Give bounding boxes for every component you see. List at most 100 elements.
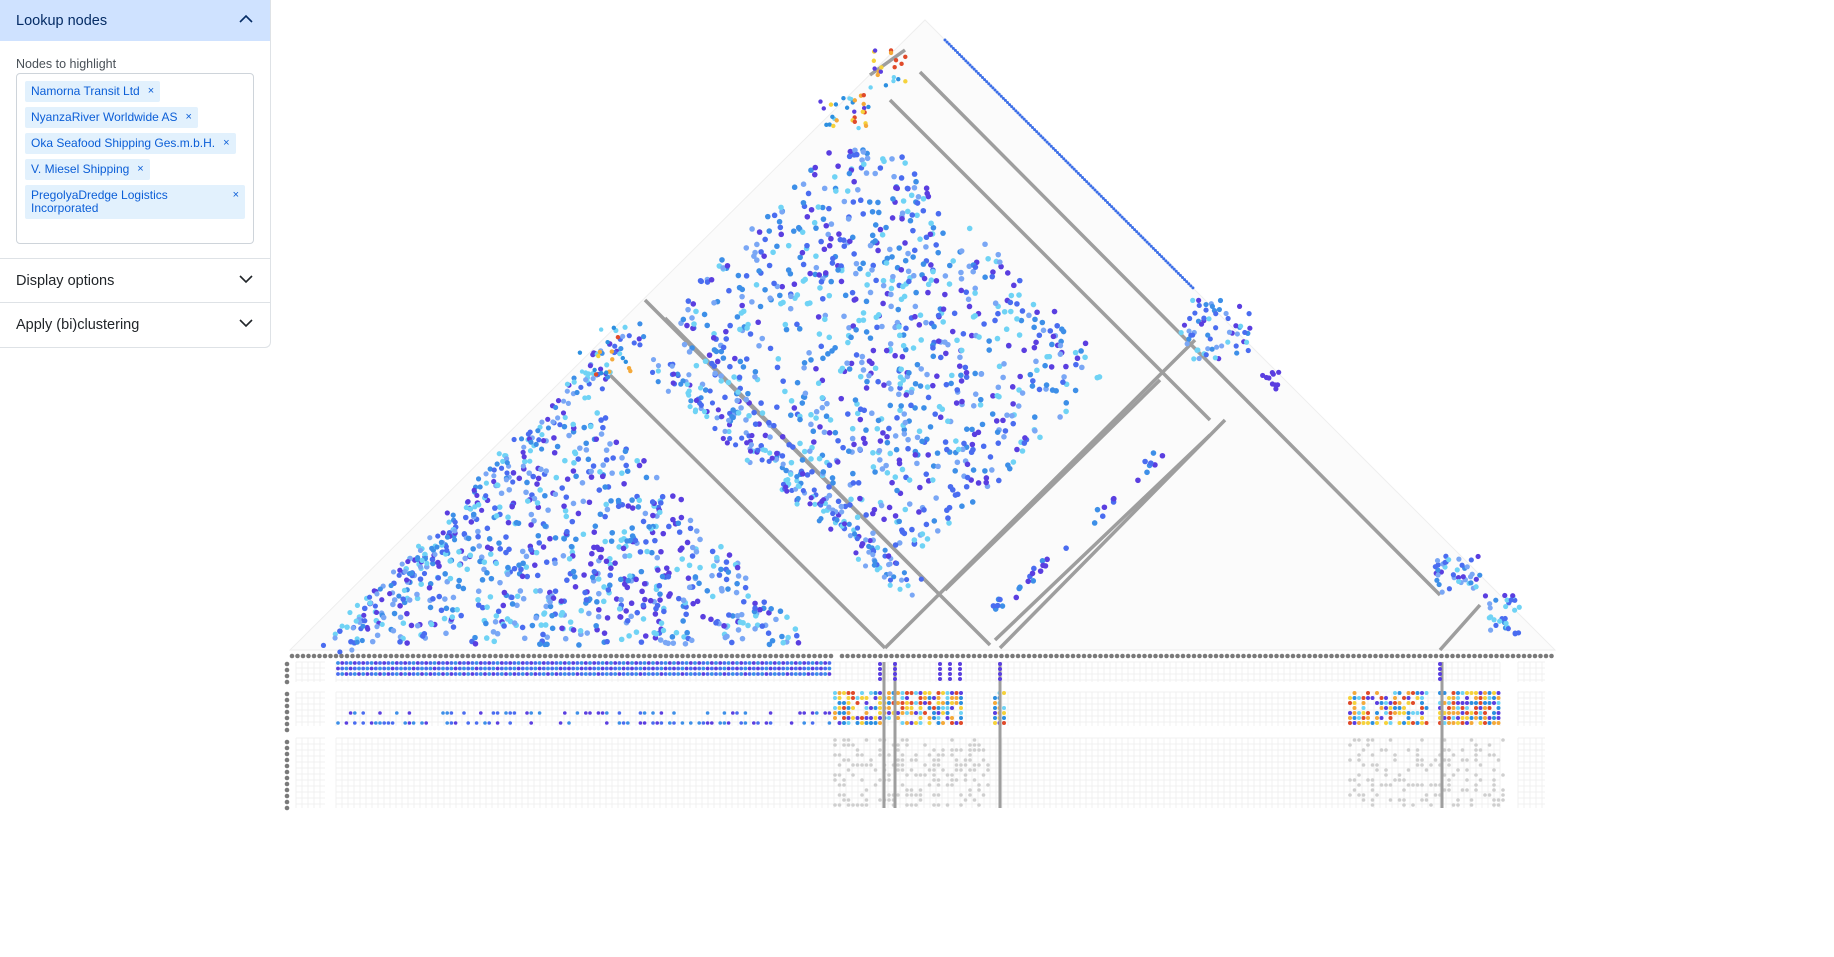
matrix-cell-dot[interactable] xyxy=(690,600,696,607)
node-header-dot[interactable] xyxy=(625,653,630,659)
matrix-cell-dot[interactable] xyxy=(816,518,822,524)
matrix-cell-dot[interactable] xyxy=(812,501,818,507)
matrix-cell-dot[interactable] xyxy=(755,319,761,326)
matrix-cell-dot[interactable] xyxy=(1041,136,1045,140)
matrix-cell-dot[interactable] xyxy=(367,600,373,606)
matrix-cell-dot[interactable] xyxy=(1434,557,1441,564)
node-header-dot[interactable] xyxy=(1384,653,1389,659)
matrix-cell-dot[interactable] xyxy=(587,363,593,369)
matrix-cell-dot[interactable] xyxy=(1039,134,1043,138)
matrix-cell-dot[interactable] xyxy=(396,593,402,599)
matrix-cell-dot[interactable] xyxy=(344,624,350,630)
matrix-cell-dot[interactable] xyxy=(969,426,975,433)
node-header-dot[interactable] xyxy=(570,653,575,659)
matrix-cell-dot[interactable] xyxy=(1063,545,1069,551)
matrix-cell-dot[interactable] xyxy=(1245,347,1251,354)
matrix-cell-dot[interactable] xyxy=(777,300,784,307)
matrix-cell-dot[interactable] xyxy=(1201,315,1207,321)
matrix-cell-dot[interactable] xyxy=(621,480,627,487)
matrix-cell-dot[interactable] xyxy=(449,607,456,613)
matrix-cell-dot[interactable] xyxy=(1003,326,1010,333)
matrix-cell-dot[interactable] xyxy=(889,254,895,260)
matrix-cell-dot[interactable] xyxy=(594,410,601,416)
matrix-cell-dot[interactable] xyxy=(901,426,908,433)
matrix-cell-dot[interactable] xyxy=(660,627,667,634)
matrix-cell-dot[interactable] xyxy=(518,436,525,442)
matrix-cell-dot[interactable] xyxy=(568,543,575,550)
matrix-cell-dot[interactable] xyxy=(910,272,917,279)
matrix-cell-dot[interactable] xyxy=(531,517,537,524)
matrix-cell-dot[interactable] xyxy=(361,605,368,612)
matrix-cell-dot[interactable] xyxy=(1000,417,1006,424)
node-header-dot[interactable] xyxy=(1477,653,1483,659)
matrix-cell-dot[interactable] xyxy=(995,310,1001,317)
matrix-cell-dot[interactable] xyxy=(1273,386,1279,392)
node-header-dot[interactable] xyxy=(724,653,729,659)
matrix-cell-dot[interactable] xyxy=(785,477,791,483)
matrix-cell-dot[interactable] xyxy=(583,377,589,383)
matrix-cell-dot[interactable] xyxy=(891,78,896,84)
matrix-cell-dot[interactable] xyxy=(726,287,732,294)
matrix-cell-dot[interactable] xyxy=(982,468,988,474)
matrix-cell-dot[interactable] xyxy=(524,498,531,504)
node-header-dot[interactable] xyxy=(1296,653,1301,659)
matrix-cell-dot[interactable] xyxy=(942,439,949,445)
matrix-cell-dot[interactable] xyxy=(450,512,456,518)
node-header-dot[interactable] xyxy=(971,653,977,659)
matrix-cell-dot[interactable] xyxy=(830,510,836,517)
node-header-dot[interactable] xyxy=(1356,653,1362,659)
matrix-cell-dot[interactable] xyxy=(752,626,758,632)
matrix-cell-dot[interactable] xyxy=(602,513,608,520)
matrix-cell-dot[interactable] xyxy=(1477,572,1483,578)
matrix-cell-dot[interactable] xyxy=(985,255,991,262)
matrix-cell-dot[interactable] xyxy=(824,122,829,128)
matrix-cell-dot[interactable] xyxy=(592,367,597,373)
matrix-cell-dot[interactable] xyxy=(888,285,895,292)
matrix-cell-dot[interactable] xyxy=(771,212,778,219)
node-header-dot[interactable] xyxy=(955,653,960,659)
matrix-cell-dot[interactable] xyxy=(640,334,647,340)
matrix-cell-dot[interactable] xyxy=(943,381,950,388)
matrix-cell-dot[interactable] xyxy=(661,608,667,615)
matrix-cell-dot[interactable] xyxy=(1493,597,1499,603)
matrix-cell-dot[interactable] xyxy=(817,424,823,430)
matrix-cell-dot[interactable] xyxy=(846,366,853,372)
matrix-cell-dot[interactable] xyxy=(608,538,615,544)
matrix-cell-dot[interactable] xyxy=(600,424,606,431)
matrix-cell-dot[interactable] xyxy=(430,596,436,602)
matrix-cell-dot[interactable] xyxy=(839,509,845,515)
matrix-cell-dot[interactable] xyxy=(932,411,938,417)
matrix-cell-dot[interactable] xyxy=(905,250,911,257)
node-header-dot[interactable] xyxy=(1378,653,1384,659)
matrix-cell-dot[interactable] xyxy=(788,471,794,477)
node-header-dot[interactable] xyxy=(597,653,603,659)
matrix-cell-dot[interactable] xyxy=(906,278,912,285)
matrix-cell-dot[interactable] xyxy=(924,536,931,542)
node-header-dot[interactable] xyxy=(1417,653,1422,659)
node-header-dot[interactable] xyxy=(900,653,905,659)
node-header-dot[interactable] xyxy=(1043,653,1048,659)
matrix-cell-dot[interactable] xyxy=(928,262,934,268)
matrix-cell-dot[interactable] xyxy=(608,498,614,504)
matrix-cell-dot[interactable] xyxy=(618,345,624,352)
matrix-cell-dot[interactable] xyxy=(743,273,750,279)
matrix-cell-dot[interactable] xyxy=(362,618,368,624)
matrix-cell-dot[interactable] xyxy=(1029,383,1036,389)
matrix-cell-dot[interactable] xyxy=(899,353,906,360)
matrix-cell-dot[interactable] xyxy=(844,411,851,417)
matrix-cell-dot[interactable] xyxy=(1051,308,1058,315)
matrix-cell-dot[interactable] xyxy=(1502,615,1508,622)
matrix-cell-dot[interactable] xyxy=(983,479,990,486)
matrix-cell-dot[interactable] xyxy=(1044,556,1050,563)
matrix-cell-dot[interactable] xyxy=(462,514,469,521)
node-header-dot[interactable] xyxy=(999,653,1004,659)
matrix-cell-dot[interactable] xyxy=(727,435,733,442)
matrix-cell-dot[interactable] xyxy=(604,638,610,645)
matrix-cell-dot[interactable] xyxy=(372,603,378,609)
matrix-cell-dot[interactable] xyxy=(701,409,708,415)
matrix-cell-dot[interactable] xyxy=(1269,381,1276,387)
matrix-cell-dot[interactable] xyxy=(1172,267,1176,271)
matrix-cell-dot[interactable] xyxy=(628,600,635,607)
matrix-cell-dot[interactable] xyxy=(564,476,571,482)
matrix-cell-dot[interactable] xyxy=(408,622,415,629)
